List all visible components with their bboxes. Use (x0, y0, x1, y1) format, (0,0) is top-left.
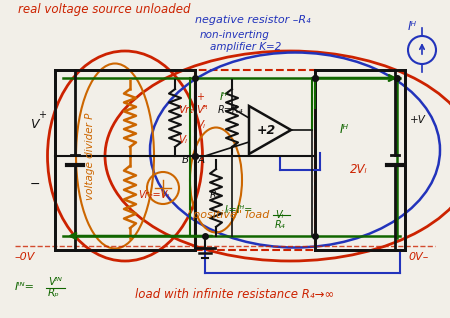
Text: negative resistor –R₄: negative resistor –R₄ (195, 15, 310, 25)
Bar (55, 70, 195, 250)
Text: Iᴴ: Iᴴ (220, 92, 228, 102)
Text: real voltage source unloaded: real voltage source unloaded (18, 3, 190, 16)
Bar (195, 70, 315, 250)
Text: Vr₂=Vₗ: Vr₂=Vₗ (138, 190, 169, 200)
Text: R=R₄: R=R₄ (218, 105, 243, 115)
Text: R₄: R₄ (275, 220, 286, 230)
Text: A: A (198, 155, 205, 165)
Text: 0V–: 0V– (408, 252, 428, 262)
Text: Iᴴ: Iᴴ (408, 20, 417, 33)
Text: load with infinite resistance R₄→∞: load with infinite resistance R₄→∞ (135, 288, 334, 301)
Bar (315, 70, 405, 250)
Text: Vᴿ: Vᴿ (196, 105, 207, 115)
Text: –0V: –0V (15, 252, 36, 262)
Text: +2: +2 (256, 123, 275, 136)
Text: 2Vₗ: 2Vₗ (350, 163, 368, 176)
Text: Vₗ: Vₗ (196, 120, 205, 130)
Text: R₄: R₄ (210, 190, 220, 200)
Text: Vₗ: Vₗ (275, 210, 283, 220)
Text: Vₗ: Vₗ (178, 135, 187, 145)
Text: Iᴴ: Iᴴ (340, 123, 349, 136)
Text: −: − (30, 178, 40, 191)
Text: "positive" load: "positive" load (188, 210, 270, 220)
Text: non-inverting: non-inverting (200, 30, 270, 40)
Text: amplifier K=2: amplifier K=2 (210, 42, 281, 52)
Text: Iᴵᴺ=: Iᴵᴺ= (15, 282, 35, 292)
Text: voltage divider Ρ: voltage divider Ρ (85, 112, 95, 200)
Text: +: + (196, 92, 204, 102)
Text: Vr₁: Vr₁ (178, 105, 194, 115)
Text: V: V (30, 118, 39, 131)
Text: B: B (182, 155, 189, 165)
Text: Iₗ=Iᴴ=: Iₗ=Iᴴ= (225, 205, 253, 215)
Text: Rₚ: Rₚ (48, 288, 60, 298)
Text: +V: +V (410, 115, 426, 125)
Text: Vᴵᴺ: Vᴵᴺ (48, 277, 62, 287)
Text: +: + (38, 110, 46, 120)
